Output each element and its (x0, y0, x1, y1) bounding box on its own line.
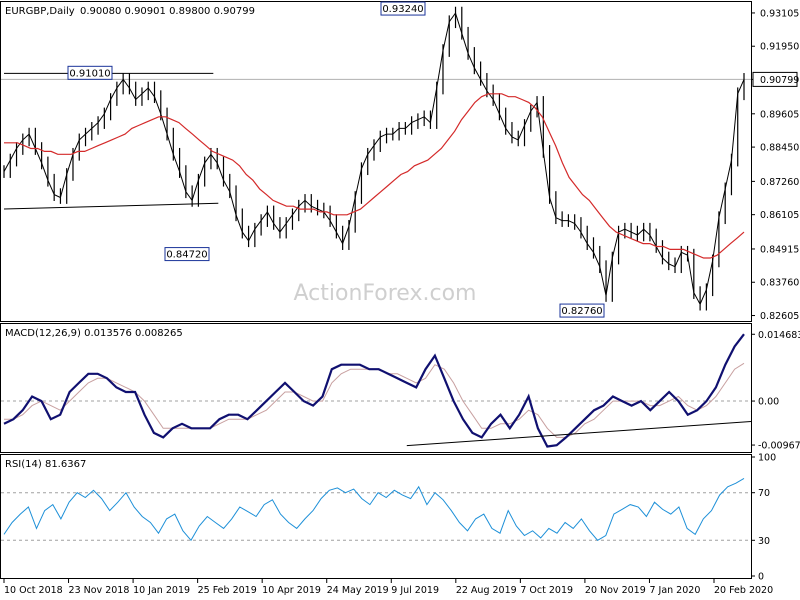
macd-y-label: 0.00 (758, 397, 779, 408)
support-line-1 (3, 202, 219, 210)
price-y-label: 0.93105 (760, 8, 799, 19)
rsi-y-label: 30 (758, 536, 770, 547)
x-tick-label: 20 Nov 2019 (585, 585, 646, 596)
price-annotation-box (164, 247, 210, 262)
price-y-label: 0.83760 (760, 278, 799, 289)
price-y-label: 0.91950 (760, 42, 799, 53)
rsi-y-label: 100 (758, 453, 776, 464)
x-tick-label: 7 Jan 2020 (649, 585, 700, 596)
x-tick-label: 22 Aug 2019 (456, 585, 517, 596)
rsi-header: RSI(14) 81.6367 (5, 459, 86, 470)
price-annotation-label: 0.91010 (69, 68, 110, 79)
macd-y-label: -0.009673 (758, 441, 800, 452)
price-annotation-box (559, 303, 605, 318)
price-annotation-label: 0.93240 (382, 4, 423, 15)
x-tick-label: 23 Nov 2018 (69, 585, 130, 596)
macd-panel-frame (0, 323, 752, 453)
watermark: ActionForex.com (294, 281, 477, 306)
price-y-label: 0.89605 (760, 109, 799, 120)
moving-average-line (4, 93, 745, 259)
price-y-label: 0.86105 (760, 210, 799, 221)
rsi-line (3, 477, 745, 542)
price-y-label: 0.88450 (760, 143, 799, 154)
x-tick-label: 10 Jan 2019 (133, 585, 190, 596)
macd-header: MACD(12,26,9) 0.013576 0.008265 (5, 328, 183, 339)
x-tick-label: 10 Apr 2019 (262, 585, 321, 596)
x-tick-label: 24 May 2019 (327, 585, 389, 596)
price-y-label: 0.87260 (760, 177, 799, 188)
macd-line (3, 333, 745, 448)
x-tick-label: 10 Oct 2018 (4, 585, 63, 596)
price-y-label: 0.84915 (760, 244, 799, 255)
price-y-label: 0.82605 (760, 311, 799, 322)
x-tick-label: 9 Jul 2019 (391, 585, 439, 596)
x-tick-label: 25 Feb 2019 (198, 585, 257, 596)
price-panel-frame (0, 1, 752, 322)
price-header-symbol: EURGBP,Daily (5, 6, 75, 17)
price-y-label: 0.90799 (760, 75, 799, 86)
price-annotation-box (380, 1, 426, 16)
rsi-panel-frame (0, 454, 752, 579)
x-tick-label: 7 Oct 2019 (520, 585, 573, 596)
price-header-ohlc: 0.90080 0.90901 0.89800 0.90799 (80, 6, 255, 17)
price-annotation-box (67, 65, 113, 80)
x-tick-label: 20 Feb 2020 (714, 585, 773, 596)
price-annotation-label: 0.84720 (166, 250, 207, 261)
price-annotation-label: 0.82760 (561, 306, 602, 317)
rsi-y-label: 0 (758, 572, 764, 583)
last-price-box (752, 71, 798, 87)
macd-y-label: 0.014683 (758, 330, 800, 341)
macd-trend-line (406, 421, 752, 447)
rsi-y-label: 70 (758, 488, 770, 499)
price-close-line (3, 11, 745, 306)
